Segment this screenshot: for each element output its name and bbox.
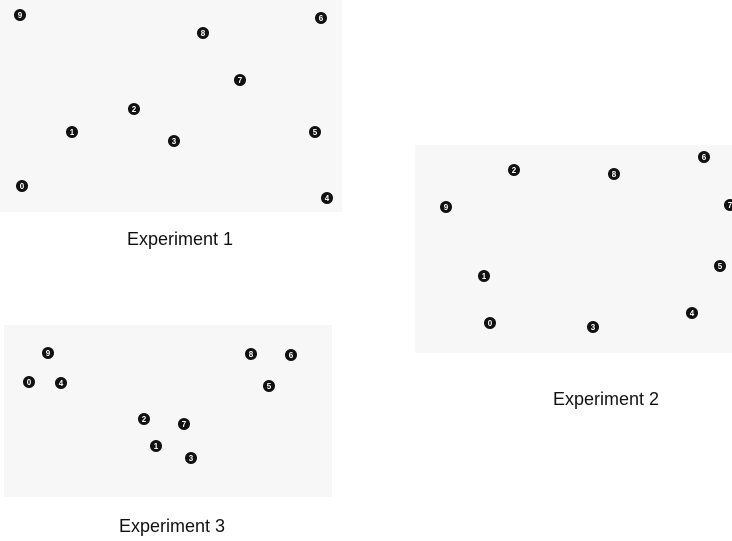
node-label: 8	[249, 350, 254, 359]
node	[128, 103, 140, 115]
node	[66, 126, 78, 138]
node	[587, 321, 599, 333]
node	[484, 317, 496, 329]
node	[234, 74, 246, 86]
node-label: 2	[512, 166, 517, 175]
node-label: 9	[46, 349, 51, 358]
node-label: 0	[488, 319, 493, 328]
node-label: 8	[612, 170, 617, 179]
node	[263, 380, 275, 392]
node	[698, 151, 710, 163]
node	[185, 452, 197, 464]
node-label: 2	[132, 105, 137, 114]
node	[55, 377, 67, 389]
node-label: 0	[20, 182, 25, 191]
node-label: 9	[18, 11, 23, 20]
node-label: 4	[59, 379, 64, 388]
node-label: 4	[690, 309, 695, 318]
node	[23, 376, 35, 388]
panel-background	[0, 0, 342, 212]
node-label: 8	[201, 29, 206, 38]
panel-caption: Experiment 2	[553, 389, 659, 409]
node-label: 1	[154, 442, 159, 451]
node-label: 9	[444, 203, 449, 212]
node-label: 7	[238, 76, 243, 85]
node	[197, 27, 209, 39]
panel-background	[415, 145, 732, 353]
node	[168, 135, 180, 147]
node	[150, 440, 162, 452]
node	[245, 348, 257, 360]
node-label: 5	[718, 262, 723, 271]
node-label: 7	[182, 420, 187, 429]
node	[16, 180, 28, 192]
node-label: 6	[319, 14, 324, 23]
node	[178, 418, 190, 430]
node	[686, 307, 698, 319]
node-label: 0	[27, 378, 32, 387]
node	[309, 126, 321, 138]
panel-caption: Experiment 1	[127, 229, 233, 249]
node	[714, 260, 726, 272]
node	[440, 201, 452, 213]
node-label: 1	[70, 128, 75, 137]
node-label: 3	[591, 323, 596, 332]
node	[508, 164, 520, 176]
node-label: 3	[189, 454, 194, 463]
panel-background	[4, 325, 332, 497]
node	[724, 199, 732, 211]
node-label: 2	[142, 415, 147, 424]
node-label: 6	[289, 351, 294, 360]
node-label: 5	[267, 382, 272, 391]
node-label: 3	[172, 137, 177, 146]
node	[138, 413, 150, 425]
node-label: 5	[313, 128, 318, 137]
node-label: 4	[325, 194, 330, 203]
node-label: 7	[728, 201, 732, 210]
node-label: 1	[482, 272, 487, 281]
node	[478, 270, 490, 282]
node	[608, 168, 620, 180]
node	[42, 347, 54, 359]
panel-caption: Experiment 3	[119, 516, 225, 536]
node	[315, 12, 327, 24]
node	[321, 192, 333, 204]
node	[285, 349, 297, 361]
node	[14, 9, 26, 21]
node-label: 6	[702, 153, 707, 162]
